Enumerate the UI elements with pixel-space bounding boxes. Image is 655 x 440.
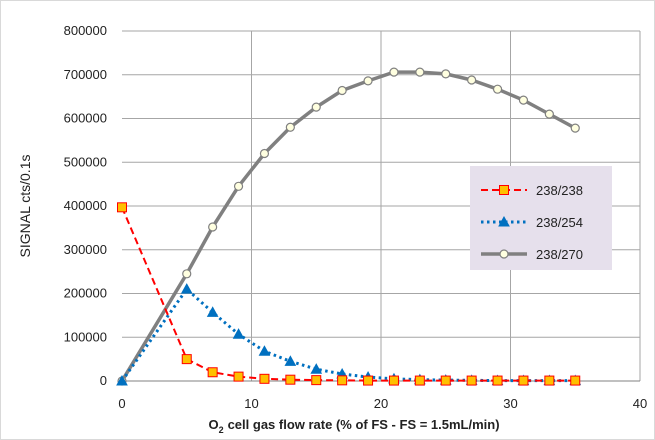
x-axis-ticks: 0 10 20 30 40 (118, 396, 647, 411)
y-tick-label: 400000 (64, 198, 107, 213)
data-point (467, 75, 477, 85)
data-point (570, 123, 580, 133)
y-tick-label: 200000 (64, 286, 107, 301)
data-point (233, 181, 244, 191)
data-point (285, 374, 296, 385)
y-tick-label: 100000 (64, 329, 107, 344)
data-point (415, 67, 425, 77)
data-point (258, 345, 271, 356)
data-point (518, 375, 529, 386)
x-tick-label: 40 (633, 396, 647, 411)
legend-marker (499, 249, 509, 259)
x-axis-label: O2 cell gas flow rate (% of FS - FS = 1.5… (208, 417, 499, 435)
data-point (363, 76, 373, 86)
data-point (492, 375, 503, 386)
data-point (518, 95, 529, 105)
data-point (363, 375, 374, 386)
data-point (232, 328, 245, 339)
x-axis-label-text: cell gas flow rate (% of FS - FS = 1.5mL… (228, 417, 500, 432)
y-tick-label: 500000 (64, 154, 107, 169)
data-point (181, 354, 192, 365)
data-point (259, 373, 270, 384)
x-axis-label-prefix: O (208, 417, 218, 432)
legend-label: 238/238 (536, 183, 583, 198)
y-tick-label: 0 (100, 373, 107, 388)
series-238-238 (117, 202, 581, 386)
data-point (414, 375, 425, 386)
data-point (182, 269, 192, 279)
data-point (180, 283, 193, 294)
legend-label: 238/254 (536, 215, 583, 230)
y-tick-label: 800000 (64, 23, 107, 38)
legend-item: 238/254 (481, 215, 583, 230)
y-tick-label: 700000 (64, 67, 107, 82)
data-point (285, 122, 295, 132)
data-point (116, 374, 128, 386)
y-tick-label: 300000 (64, 242, 107, 257)
y-axis-label: SIGNAL cts/0.1s (17, 155, 33, 258)
x-tick-label: 10 (244, 396, 258, 411)
data-point (337, 375, 348, 386)
legend: 238/238 238/254 238/270 (470, 166, 612, 270)
data-point (441, 69, 451, 79)
data-point (337, 85, 347, 96)
legend-label: 238/270 (536, 247, 583, 262)
legend-item: 238/270 (481, 247, 583, 262)
series-238-270 (117, 67, 580, 386)
data-point (492, 84, 503, 94)
y-tick-label: 600000 (64, 111, 107, 126)
data-point (544, 375, 555, 386)
data-point (208, 222, 218, 232)
x-tick-label: 20 (374, 396, 388, 411)
series-line (121, 206, 576, 382)
data-point (389, 67, 399, 77)
data-point (233, 371, 244, 382)
data-point (440, 375, 451, 386)
data-point (544, 109, 554, 119)
data-point (117, 202, 127, 213)
x-tick-label: 30 (503, 396, 517, 411)
data-point (310, 363, 323, 374)
data-point (388, 375, 399, 386)
y-axis-ticks: 0 100000 200000 300000 400000 500000 600000 700… (64, 23, 107, 388)
data-point (466, 375, 477, 386)
legend-marker (498, 215, 510, 227)
data-point (311, 102, 321, 112)
legend-marker (499, 185, 509, 195)
data-point (311, 375, 322, 386)
legend-item: 238/238 (481, 183, 583, 198)
x-axis-label-subscript: 2 (219, 425, 224, 435)
data-point (284, 355, 297, 366)
x-tick-label: 0 (118, 396, 125, 411)
series-layer (116, 67, 582, 386)
data-point (570, 375, 581, 386)
data-point (207, 367, 218, 378)
data-point (206, 306, 219, 317)
data-point (259, 148, 270, 159)
